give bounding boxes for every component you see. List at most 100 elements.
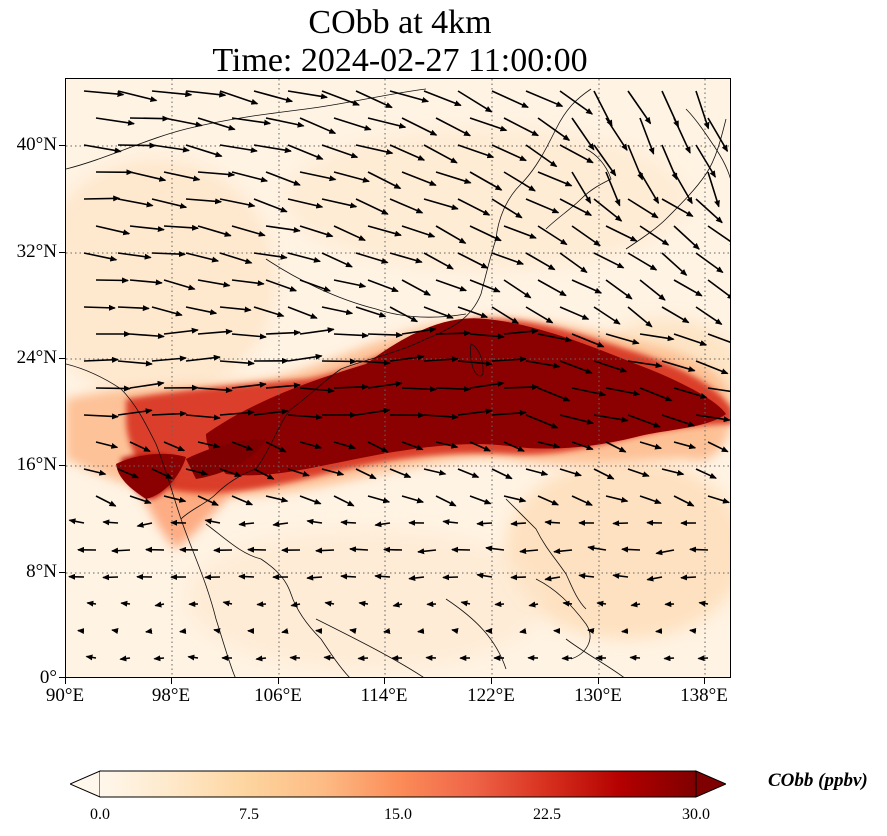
wind-vector-arrow [389,90,430,103]
wind-vector-arrow [627,90,652,125]
wind-vector-arrow [537,225,568,246]
wind-vector-arrow [204,518,221,525]
wind-vector-arrow [83,356,119,363]
wind-vector-arrow [661,198,694,217]
wind-vector-arrow [537,117,571,141]
wind-vector-arrow [299,225,334,238]
wind-vector-arrow [355,306,387,318]
wind-vector-arrow [707,117,729,153]
map-panel[interactable] [65,78,731,678]
wind-vector-arrow [145,628,153,634]
wind-vector-arrow [129,333,165,340]
wind-vector-arrow [661,306,690,324]
wind-vector-arrow [367,331,403,338]
wind-vector-arrow [231,279,265,287]
wind-vectors [68,90,730,662]
wind-vector-arrow [423,90,462,107]
map-canvas [66,79,730,677]
wind-vector-arrow [661,360,696,372]
wind-vector-arrow [333,383,369,390]
wind-vector-arrow [578,573,595,579]
wind-vector-arrow [355,252,389,264]
wind-vector-arrow [544,575,561,582]
wind-vector-arrow [537,495,560,506]
wind-vector-arrow [525,252,556,271]
wind-vector-arrow [457,90,493,113]
wind-vector-arrow [491,198,523,219]
wind-vector-arrow [621,628,629,634]
wind-vector-arrow [185,354,221,362]
wind-vector-arrow [389,306,419,323]
wind-vector-arrow [163,117,203,128]
wind-vector-arrow [571,225,601,247]
wind-vector-arrow [253,198,288,213]
wind-vector-arrow [357,655,369,662]
lat-tick-mark [59,358,65,359]
wind-vector-arrow [695,306,723,325]
wind-vector-arrow [559,198,593,217]
lat-tick-mark [59,252,65,253]
wind-vector-arrow [95,225,131,236]
wind-vector-arrow [129,225,165,233]
wind-vector-arrow [503,495,527,503]
wind-vector-arrow [559,144,594,164]
wind-vector-arrow [587,545,607,552]
lon-tick-label: 90°E [45,685,85,706]
wind-vector-arrow [185,468,209,476]
wind-vector-arrow [457,252,489,269]
wind-vector-arrow [695,252,724,274]
wind-vector-arrow [627,468,650,478]
wind-vector-arrow [469,279,501,293]
wind-vector-arrow [491,468,513,480]
wind-vector-arrow [374,521,391,528]
wind-vector-arrow [265,329,301,336]
wind-vector-arrow [593,198,623,222]
wind-vector-arrow [695,90,710,130]
wind-vector-arrow [265,495,289,503]
wind-vector-arrow [571,117,595,151]
wind-vector-arrow [355,90,393,109]
wind-vector-arrow [333,117,372,131]
wind-vector-arrow [321,252,353,268]
wind-vector-arrow [324,600,335,607]
wind-vector-arrow [469,441,492,452]
wind-vector-arrow [485,545,505,552]
wind-vector-arrow [151,355,187,362]
wind-vector-arrow [460,600,471,607]
wind-vector-arrow [661,414,696,427]
wind-vector-arrow [707,225,730,246]
wind-vector-arrow [673,117,691,154]
lat-tick-mark [59,677,65,678]
wind-vector-arrow [423,356,459,363]
wind-vector-arrow [423,198,459,211]
wind-vector-arrow [673,225,700,250]
wind-vector-arrow [537,171,573,187]
wind-vector-arrow [151,306,183,317]
wind-vector-arrow [503,328,539,335]
wind-vector-arrow [605,171,621,207]
wind-vector-arrow [83,413,119,420]
wind-vector-arrow [95,277,129,284]
wind-vector-arrow [287,468,310,477]
wind-vector-arrow [253,252,288,260]
wind-vector-arrow [519,628,527,634]
wind-vector-arrow [457,360,493,367]
wind-vector-arrow [707,441,729,453]
wind-vector-arrow [117,90,158,102]
wind-vector-arrow [707,387,730,393]
wind-vector-arrow [695,144,716,178]
wind-vector-arrow [639,495,662,505]
wind-vector-arrow [367,441,389,453]
wind-vector-arrow [163,279,196,291]
wind-vector-arrow [605,333,640,345]
wind-vector-arrow [323,654,335,661]
wind-vector-arrow [333,225,366,242]
wind-vector-arrow [525,360,561,369]
wind-vector-arrow [151,251,186,258]
wind-vector-arrow [593,144,617,177]
wind-vector-arrow [290,601,301,608]
map-title-line2: Time: 2024-02-27 11:00:00 [212,42,588,79]
wind-vector-arrow [457,198,491,216]
wind-vector-arrow [219,90,259,105]
wind-vector-arrow [389,252,423,264]
